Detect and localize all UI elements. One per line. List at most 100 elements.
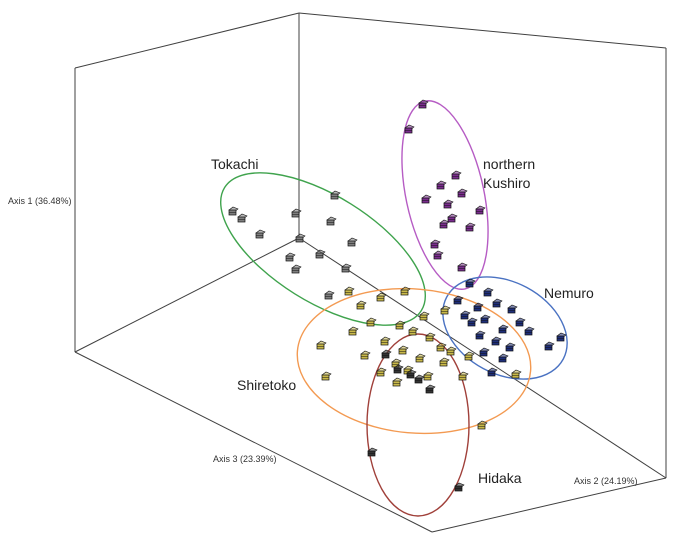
axis-1-label: Axis 1 (36.48%)	[8, 196, 72, 206]
point-shiretoko	[440, 305, 451, 315]
box-edge	[74, 351, 433, 533]
label-northern-kushiro-line-1: northern	[483, 156, 535, 172]
point-tokachi	[341, 263, 352, 273]
point-nemuro	[507, 304, 518, 314]
ellipse-shiretoko	[296, 287, 532, 435]
box-edge	[74, 12, 300, 69]
box-edge	[298, 237, 667, 479]
point-northern-kushiro	[421, 194, 432, 204]
point-tokachi	[324, 290, 335, 300]
axis-2-label: Axis 2 (24.19%)	[574, 476, 638, 486]
point-shiretoko	[408, 326, 419, 336]
ellipse-northern-kushiro	[401, 100, 489, 290]
point-hidaka	[367, 447, 378, 457]
point-northern-kushiro	[447, 213, 458, 223]
point-nemuro	[556, 332, 567, 342]
point-shiretoko	[458, 371, 469, 381]
point-hidaka	[425, 384, 436, 394]
point-northern-kushiro	[475, 205, 486, 215]
box-edge	[431, 477, 667, 533]
point-tokachi	[237, 213, 248, 223]
point-nemuro	[491, 336, 502, 346]
point-nemuro	[487, 367, 498, 377]
point-nemuro	[483, 287, 494, 297]
label-hidaka: Hidaka	[478, 470, 522, 486]
point-shiretoko	[344, 286, 355, 296]
point-nemuro	[480, 314, 491, 324]
point-shiretoko	[425, 332, 436, 342]
point-nemuro	[465, 278, 476, 288]
point-shiretoko	[321, 371, 332, 381]
point-tokachi	[315, 249, 326, 259]
point-shiretoko	[446, 346, 457, 356]
point-northern-kushiro	[443, 199, 454, 209]
point-tokachi	[326, 216, 337, 226]
point-northern-kushiro	[433, 250, 444, 260]
ellipse-tokachi	[219, 172, 427, 326]
point-shiretoko	[464, 351, 475, 361]
point-shiretoko	[376, 367, 387, 377]
point-nemuro	[453, 295, 464, 305]
point-hidaka	[454, 482, 465, 492]
point-hidaka	[406, 369, 417, 379]
point-shiretoko	[376, 292, 387, 302]
point-northern-kushiro	[430, 239, 441, 249]
point-nemuro	[505, 342, 516, 352]
point-northern-kushiro	[418, 99, 429, 109]
point-northern-kushiro	[457, 262, 468, 272]
point-shiretoko	[356, 300, 367, 310]
point-tokachi	[291, 264, 302, 274]
axis-labels: Axis 1 (36.48%) Axis 3 (23.39%) Axis 2 (…	[8, 196, 638, 486]
point-nemuro	[515, 317, 526, 327]
axis-3-label: Axis 3 (23.39%)	[213, 454, 277, 464]
point-tokachi	[347, 237, 358, 247]
point-nemuro	[479, 347, 490, 357]
point-shiretoko	[360, 350, 371, 360]
point-shiretoko	[366, 317, 377, 327]
point-nemuro	[492, 298, 503, 308]
label-shiretoko: Shiretoko	[237, 377, 296, 393]
box-edge	[74, 237, 300, 353]
point-northern-kushiro	[436, 180, 447, 190]
point-shiretoko	[398, 345, 409, 355]
point-tokachi	[228, 206, 239, 216]
point-shiretoko	[392, 377, 403, 387]
point-tokachi	[295, 233, 306, 243]
label-northern-kushiro: northern Kushiro	[483, 156, 539, 191]
point-northern-kushiro	[404, 124, 415, 134]
point-shiretoko	[439, 357, 450, 367]
group-labels: Tokachi northern Kushiro Nemuro Shiretok…	[211, 156, 594, 486]
ellipse-hidaka	[366, 333, 470, 517]
point-nemuro	[460, 310, 471, 320]
point-northern-kushiro	[465, 222, 476, 232]
point-nemuro	[475, 330, 486, 340]
point-nemuro	[498, 324, 509, 334]
point-shiretoko	[419, 311, 430, 321]
label-tokachi: Tokachi	[211, 156, 258, 172]
point-shiretoko	[316, 340, 327, 350]
label-northern-kushiro-line-2: Kushiro	[483, 175, 531, 191]
box-edge	[298, 12, 667, 49]
point-shiretoko	[436, 342, 447, 352]
point-northern-kushiro	[439, 219, 450, 229]
scatter-points	[228, 99, 567, 492]
point-shiretoko	[423, 371, 434, 381]
point-nemuro	[544, 341, 555, 351]
point-shiretoko	[415, 353, 426, 363]
point-nemuro	[524, 326, 535, 336]
point-tokachi	[291, 208, 302, 218]
point-shiretoko	[511, 369, 522, 379]
point-shiretoko	[400, 286, 411, 296]
point-nemuro	[498, 353, 509, 363]
point-hidaka	[414, 374, 425, 384]
point-nemuro	[467, 317, 478, 327]
label-nemuro: Nemuro	[544, 285, 594, 301]
point-nemuro	[473, 302, 484, 312]
point-hidaka	[381, 349, 392, 359]
point-hidaka	[393, 364, 404, 374]
point-shiretoko	[380, 336, 391, 346]
axis-box	[74, 12, 667, 533]
ellipse-nemuro	[442, 276, 568, 380]
point-tokachi	[330, 190, 341, 200]
